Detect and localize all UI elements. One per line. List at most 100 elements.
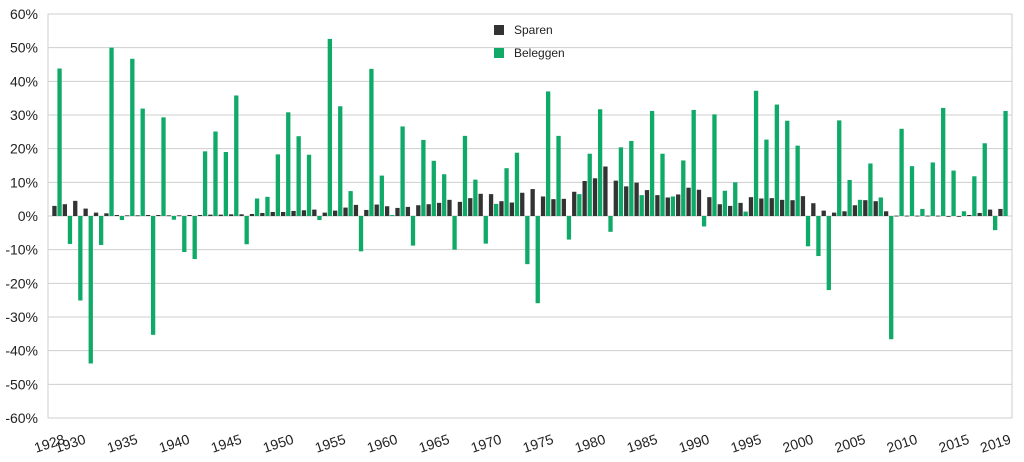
bar-sparen-1970 <box>488 194 494 216</box>
bar-beleggen-1974 <box>535 216 540 304</box>
x-tick-label: 1960 <box>365 431 400 456</box>
bar-sparen-2012 <box>925 215 930 217</box>
y-tick-label: -50% <box>5 376 38 392</box>
bar-sparen-1942 <box>197 214 203 216</box>
bar-beleggen-1932 <box>98 216 104 245</box>
bar-sparen-2016 <box>967 214 972 216</box>
bar-sparen-1928 <box>52 205 57 216</box>
bar-beleggen-1983 <box>629 140 634 216</box>
legend: Sparen Beleggen <box>494 23 565 60</box>
bar-beleggen-1984 <box>639 195 644 216</box>
bar-beleggen-1945 <box>234 95 239 216</box>
bar-beleggen-1982 <box>618 147 624 216</box>
x-tick-label: 1950 <box>261 431 296 456</box>
bar-sparen-1976 <box>551 199 556 216</box>
x-tick-label: 1990 <box>677 431 712 456</box>
y-tick-label: -20% <box>5 275 38 291</box>
legend-label-sparen: Sparen <box>514 23 553 37</box>
y-tick-label: -10% <box>5 242 38 258</box>
bar-sparen-1959 <box>374 204 379 216</box>
bar-sparen-1967 <box>457 201 463 216</box>
bar-sparen-2001 <box>811 203 816 216</box>
bar-beleggen-1950 <box>286 112 291 216</box>
bar-beleggen-1973 <box>525 216 530 265</box>
bar-beleggen-2019 <box>1003 110 1008 216</box>
bar-beleggen-1996 <box>764 139 769 216</box>
bar-sparen-1943 <box>208 214 213 216</box>
bar-beleggen-1980 <box>597 109 603 216</box>
bar-sparen-1945 <box>229 214 234 216</box>
bar-beleggen-1963 <box>421 139 426 216</box>
bar-sparen-1975 <box>540 196 546 216</box>
bar-beleggen-1999 <box>795 145 800 216</box>
y-tick-label: 20% <box>10 141 38 157</box>
bar-sparen-1947 <box>249 213 255 216</box>
bar-sparen-1950 <box>281 211 286 216</box>
bar-beleggen-1972 <box>514 152 520 216</box>
bar-beleggen-2008 <box>889 216 894 340</box>
bar-beleggen-1989 <box>691 109 696 216</box>
bar-sparen-1951 <box>291 210 296 216</box>
bar-beleggen-2004 <box>847 179 852 216</box>
bar-sparen-1937 <box>145 214 151 216</box>
x-tick-label: 1995 <box>729 431 764 456</box>
bar-sparen-1961 <box>395 207 400 216</box>
bar-sparen-2000 <box>800 196 806 216</box>
bar-sparen-1974 <box>530 189 535 216</box>
bar-beleggen-2002 <box>826 216 831 291</box>
bar-sparen-2010 <box>904 215 910 217</box>
bar-beleggen-1952 <box>306 154 312 216</box>
bar-sparen-1939 <box>166 215 171 217</box>
x-tick-label: 1940 <box>157 431 192 456</box>
bar-beleggen-1951 <box>296 136 301 216</box>
bar-sparen-1940 <box>177 215 182 217</box>
bar-sparen-1992 <box>717 204 722 216</box>
bar-beleggen-1955 <box>338 106 343 216</box>
y-tick-label: 50% <box>10 40 38 56</box>
bar-beleggen-1994 <box>743 211 748 216</box>
bar-sparen-1993 <box>728 205 733 216</box>
bar-beleggen-1946 <box>244 216 249 245</box>
bar-sparen-1999 <box>790 200 795 216</box>
bar-beleggen-1930 <box>78 216 83 301</box>
bar-beleggen-1979 <box>587 153 592 216</box>
bar-sparen-1949 <box>270 211 275 216</box>
bar-sparen-2017 <box>977 212 982 216</box>
bar-sparen-2006 <box>863 200 868 216</box>
bar-beleggen-1961 <box>400 126 405 216</box>
bar-sparen-2009 <box>894 215 899 217</box>
bar-beleggen-2017 <box>982 143 987 216</box>
bar-sparen-1960 <box>384 206 390 216</box>
bar-beleggen-1969 <box>483 216 488 244</box>
bar-sparen-1980 <box>592 178 598 216</box>
bar-sparen-1953 <box>312 209 317 216</box>
bar-beleggen-2003 <box>837 120 842 216</box>
x-tick-label: 1955 <box>313 431 348 456</box>
bar-sparen-1998 <box>779 199 785 216</box>
bar-sparen-1968 <box>468 198 473 216</box>
bar-beleggen-1928 <box>57 68 62 216</box>
bar-beleggen-2009 <box>899 128 904 216</box>
bar-beleggen-1959 <box>379 175 384 216</box>
legend-swatch-beleggen <box>494 48 504 58</box>
bar-beleggen-1976 <box>556 135 561 216</box>
bar-sparen-1973 <box>520 192 525 216</box>
bar-sparen-2014 <box>946 216 951 217</box>
legend-label-beleggen: Beleggen <box>514 46 565 60</box>
bar-sparen-1935 <box>125 215 130 217</box>
bar-sparen-1990 <box>696 189 702 216</box>
bar-sparen-1948 <box>260 212 265 216</box>
bar-sparen-1969 <box>478 193 483 216</box>
bar-beleggen-1968 <box>473 179 478 216</box>
bar-beleggen-1937 <box>150 216 156 335</box>
bar-sparen-1932 <box>93 212 99 216</box>
bar-beleggen-1970 <box>494 203 499 216</box>
bar-beleggen-1941 <box>192 216 197 260</box>
bar-sparen-1944 <box>218 214 223 216</box>
bar-beleggen-1988 <box>681 160 686 216</box>
bar-sparen-1964 <box>426 204 431 216</box>
y-tick-label: -40% <box>5 343 38 359</box>
x-tick-label: 2005 <box>833 431 868 456</box>
